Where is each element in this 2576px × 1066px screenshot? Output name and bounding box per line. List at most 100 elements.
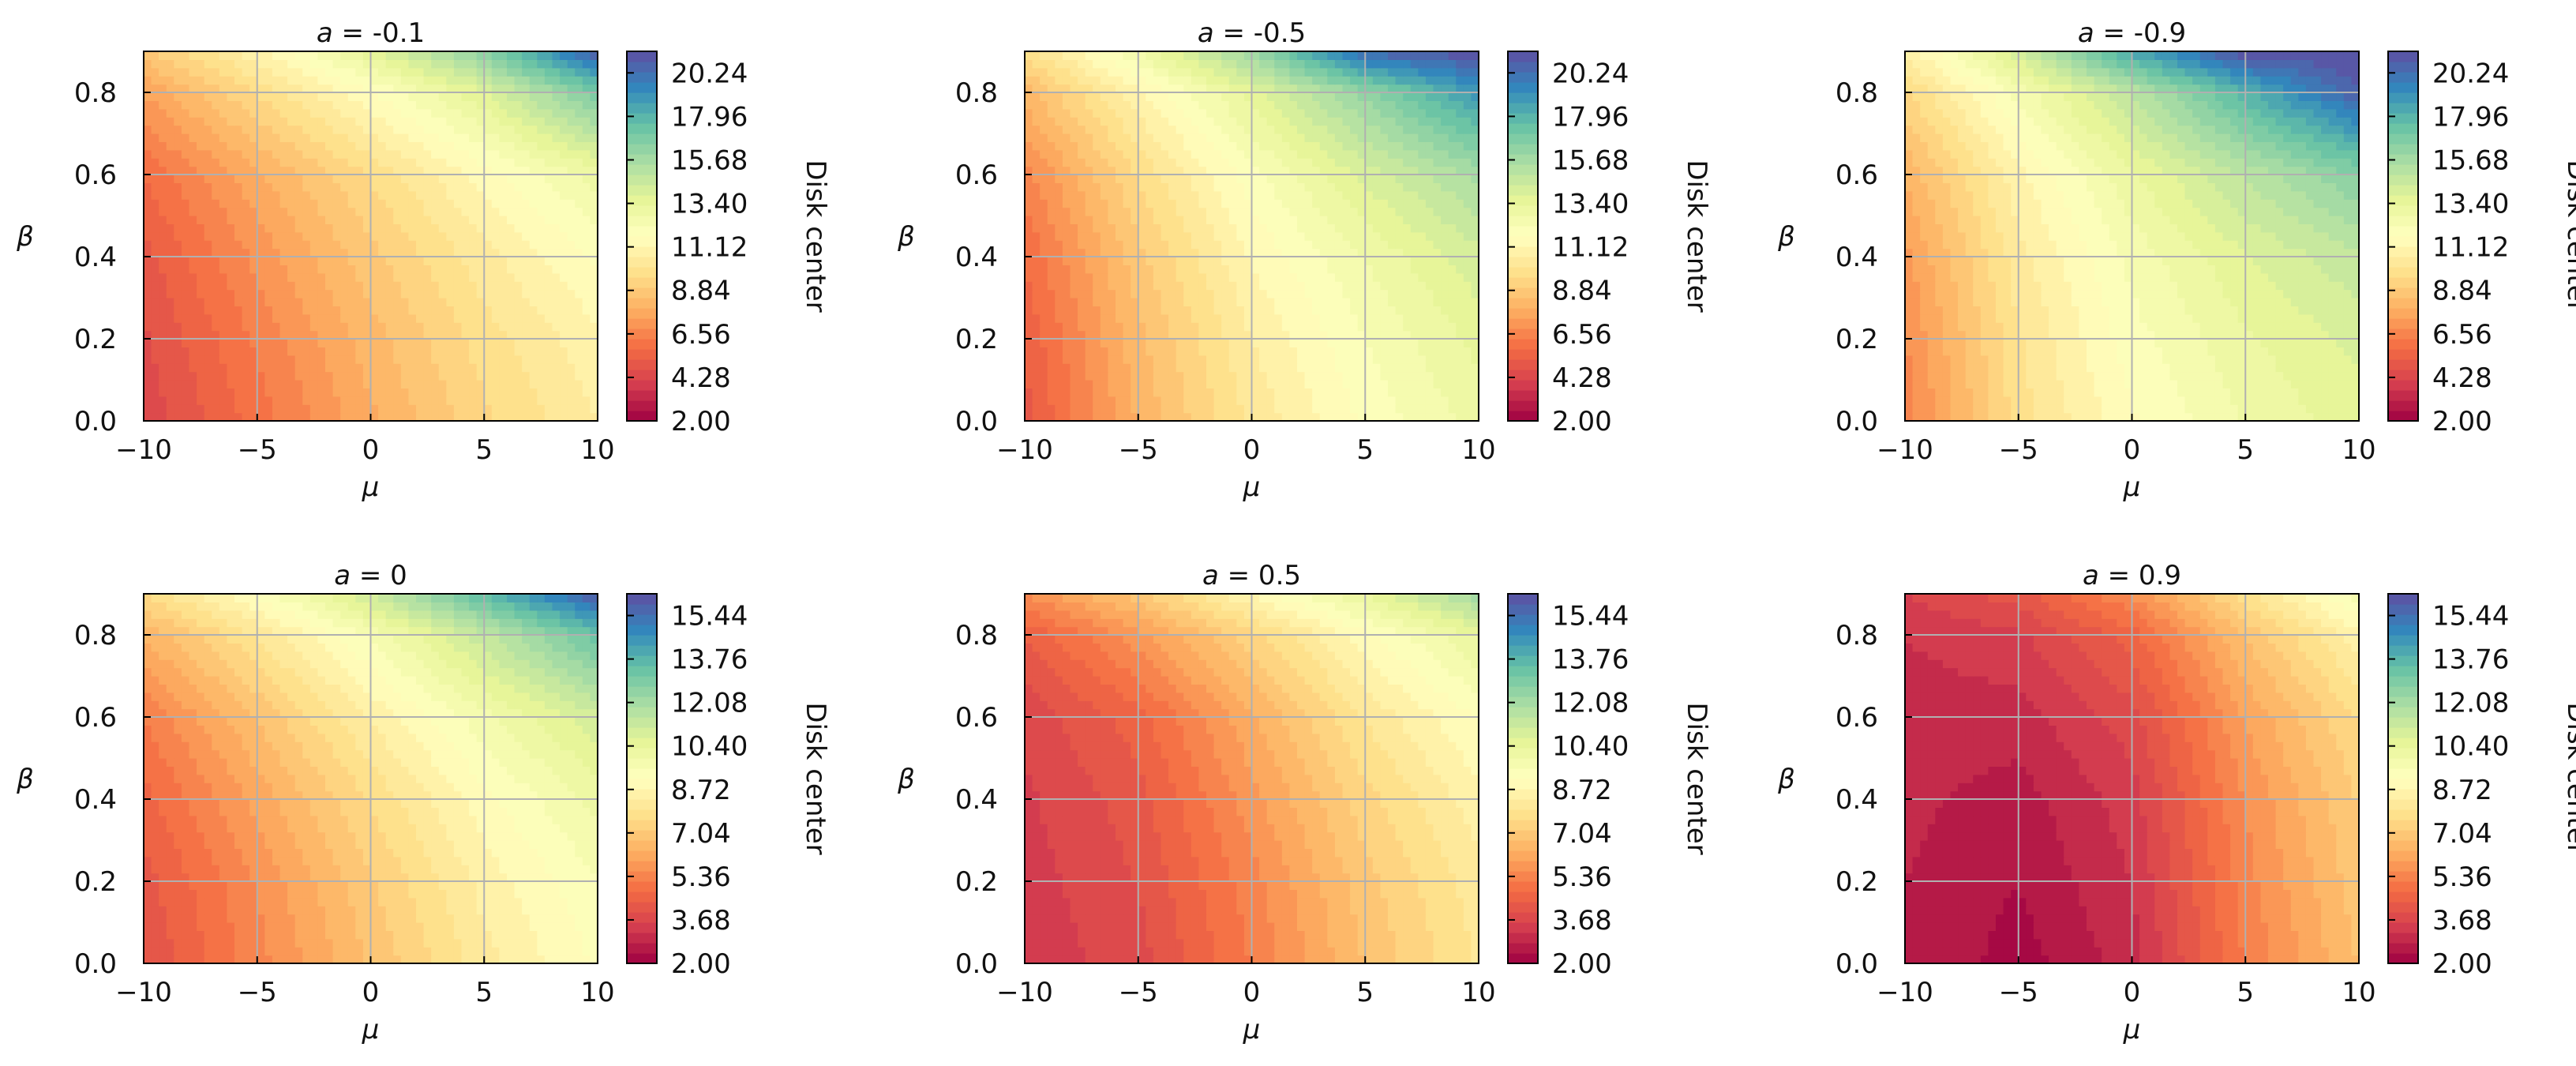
heatmap-cell: [1213, 371, 1222, 381]
heatmap-cell: [1093, 347, 1101, 356]
heatmap-cell: [476, 166, 485, 175]
heatmap-cell: [1108, 175, 1116, 183]
heatmap-cell: [1040, 306, 1048, 315]
heatmap-cell: [423, 355, 432, 364]
heatmap-cell: [1251, 125, 1260, 134]
heatmap-cell: [1116, 158, 1124, 167]
heatmap-cell: [272, 158, 281, 167]
heatmap-cell: [272, 371, 281, 381]
heatmap-cell: [1312, 347, 1321, 356]
heatmap-cell: [1176, 207, 1184, 216]
heatmap-cell: [340, 207, 349, 216]
heatmap-cell: [197, 355, 205, 364]
heatmap-cell: [438, 199, 447, 208]
heatmap-cell: [416, 322, 425, 332]
heatmap-cell: [159, 133, 167, 142]
heatmap-cell: [522, 149, 531, 159]
heatmap-cell: [1040, 141, 1048, 151]
heatmap-cell: [560, 396, 568, 405]
heatmap-cell: [1251, 396, 1260, 405]
heatmap-cell: [1297, 125, 1306, 134]
heatmap-cell: [362, 67, 372, 77]
heatmap-cell: [1168, 396, 1177, 405]
heatmap-cell: [1032, 355, 1041, 364]
heatmap-cell: [378, 199, 387, 208]
heatmap-cell: [1372, 125, 1382, 134]
heatmap-cell: [1108, 141, 1116, 151]
heatmap-cell: [302, 182, 311, 192]
heatmap-cell: [1100, 396, 1109, 405]
heatmap-cell: [1281, 388, 1291, 397]
heatmap-cell: [1266, 231, 1275, 241]
heatmap-cell: [1388, 371, 1397, 381]
heatmap-cell: [408, 322, 417, 332]
heatmap-cell: [446, 322, 455, 332]
heatmap-cell: [514, 306, 523, 315]
heatmap-cell: [1025, 240, 1033, 250]
heatmap-cell: [355, 92, 364, 101]
heatmap-cell: [1372, 231, 1382, 241]
heatmap-cell: [1463, 313, 1472, 323]
heatmap-cell: [438, 67, 447, 77]
heatmap-cell: [151, 190, 159, 200]
heatmap-cell: [1304, 216, 1313, 224]
heatmap-cell: [340, 388, 349, 397]
heatmap-cell: [197, 216, 205, 224]
heatmap-cell: [1297, 289, 1306, 298]
heatmap-cell: [1372, 355, 1382, 364]
heatmap-cell: [446, 51, 455, 60]
heatmap-cell: [1025, 125, 1033, 134]
heatmap-cell: [219, 240, 228, 250]
heatmap-cell: [212, 223, 220, 233]
heatmap-cell: [1357, 257, 1366, 265]
heatmap-cell: [1289, 216, 1298, 224]
heatmap-cell: [507, 380, 516, 388]
heatmap-cell: [309, 51, 319, 60]
heatmap-cell: [1456, 182, 1464, 192]
heatmap-cell: [1078, 322, 1086, 332]
heatmap-cell: [1327, 216, 1336, 224]
heatmap-cell: [370, 92, 379, 101]
heatmap-cell: [1206, 182, 1215, 192]
heatmap-cell: [302, 51, 311, 60]
heatmap-cell: [1146, 199, 1154, 208]
heatmap-cell: [491, 182, 501, 192]
heatmap-cell: [325, 240, 334, 250]
heatmap-cell: [438, 412, 447, 422]
heatmap-cell: [1191, 339, 1200, 347]
heatmap-cell: [446, 231, 455, 241]
heatmap-cell: [189, 199, 197, 208]
heatmap-cell: [438, 190, 447, 200]
heatmap-cell: [1388, 207, 1397, 216]
heatmap-cell: [416, 306, 425, 315]
heatmap-cell: [1425, 240, 1434, 250]
heatmap-cell: [309, 298, 319, 306]
heatmap-cell: [1380, 248, 1389, 257]
heatmap-cell: [1456, 207, 1464, 216]
heatmap-cell: [355, 322, 364, 332]
heatmap-cell: [1441, 371, 1449, 381]
heatmap-cell: [1055, 141, 1063, 151]
heatmap-cell: [189, 182, 197, 192]
heatmap-cell: [1236, 133, 1245, 142]
heatmap-cell: [590, 141, 598, 151]
heatmap-cell: [302, 412, 311, 422]
heatmap-cell: [378, 289, 387, 298]
heatmap-cell: [1243, 190, 1253, 200]
heatmap-cell: [1047, 265, 1056, 274]
heatmap-cell: [484, 141, 493, 151]
heatmap-cell: [1161, 412, 1169, 422]
heatmap-cell: [446, 289, 455, 298]
heatmap-cell: [1395, 404, 1404, 414]
heatmap-cell: [212, 306, 220, 315]
heatmap-cell: [370, 396, 379, 405]
heatmap-cell: [514, 380, 523, 388]
heatmap-cell: [446, 347, 455, 356]
heatmap-cell: [507, 306, 516, 315]
heatmap-cell: [416, 231, 425, 241]
heatmap-cell: [181, 231, 190, 241]
heatmap-cell: [522, 166, 531, 175]
heatmap-cell: [1266, 223, 1275, 233]
heatmap-cell: [144, 92, 152, 101]
heatmap-cell: [1062, 289, 1071, 298]
